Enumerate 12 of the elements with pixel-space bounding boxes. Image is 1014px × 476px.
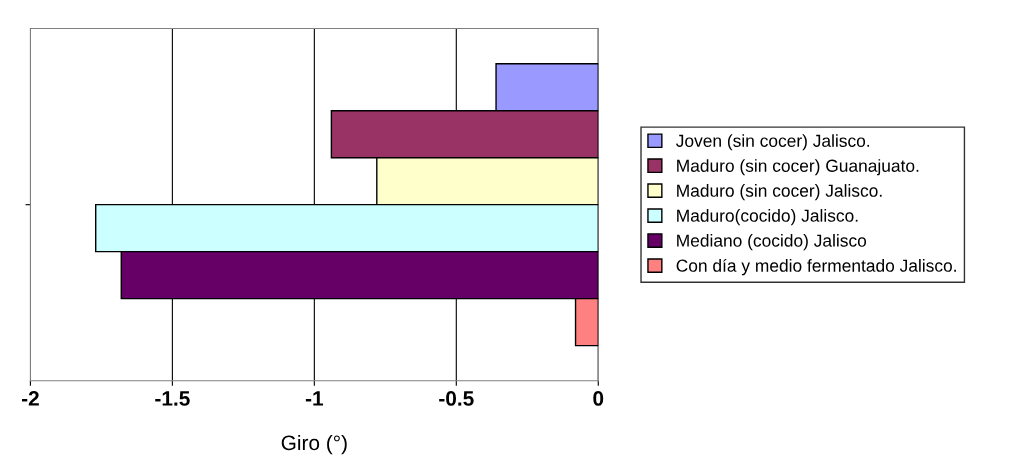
- x-tick-label: -2: [21, 391, 39, 406]
- legend-label: Maduro(cocido) Jalisco.: [677, 209, 858, 226]
- legend-label: Mediano (cocido) Jalisco: [677, 234, 867, 251]
- legend-label: Joven (sin cocer) Jalisco.: [676, 134, 870, 151]
- legend-label: Con día y medio fermentado Jalisco.: [676, 258, 956, 276]
- legend-label: Maduro (sin cocer) Guanajuato.: [677, 159, 919, 176]
- legend-label: Maduro (sin cocer) Jalisco.: [677, 184, 882, 201]
- x-tick-label: -0.5: [439, 391, 474, 406]
- x-tick-label: -1: [305, 391, 324, 406]
- x-tick-label: -1.5: [155, 391, 190, 406]
- x-axis-title: Giro (°): [281, 434, 347, 455]
- x-tick-label: 0: [593, 391, 604, 406]
